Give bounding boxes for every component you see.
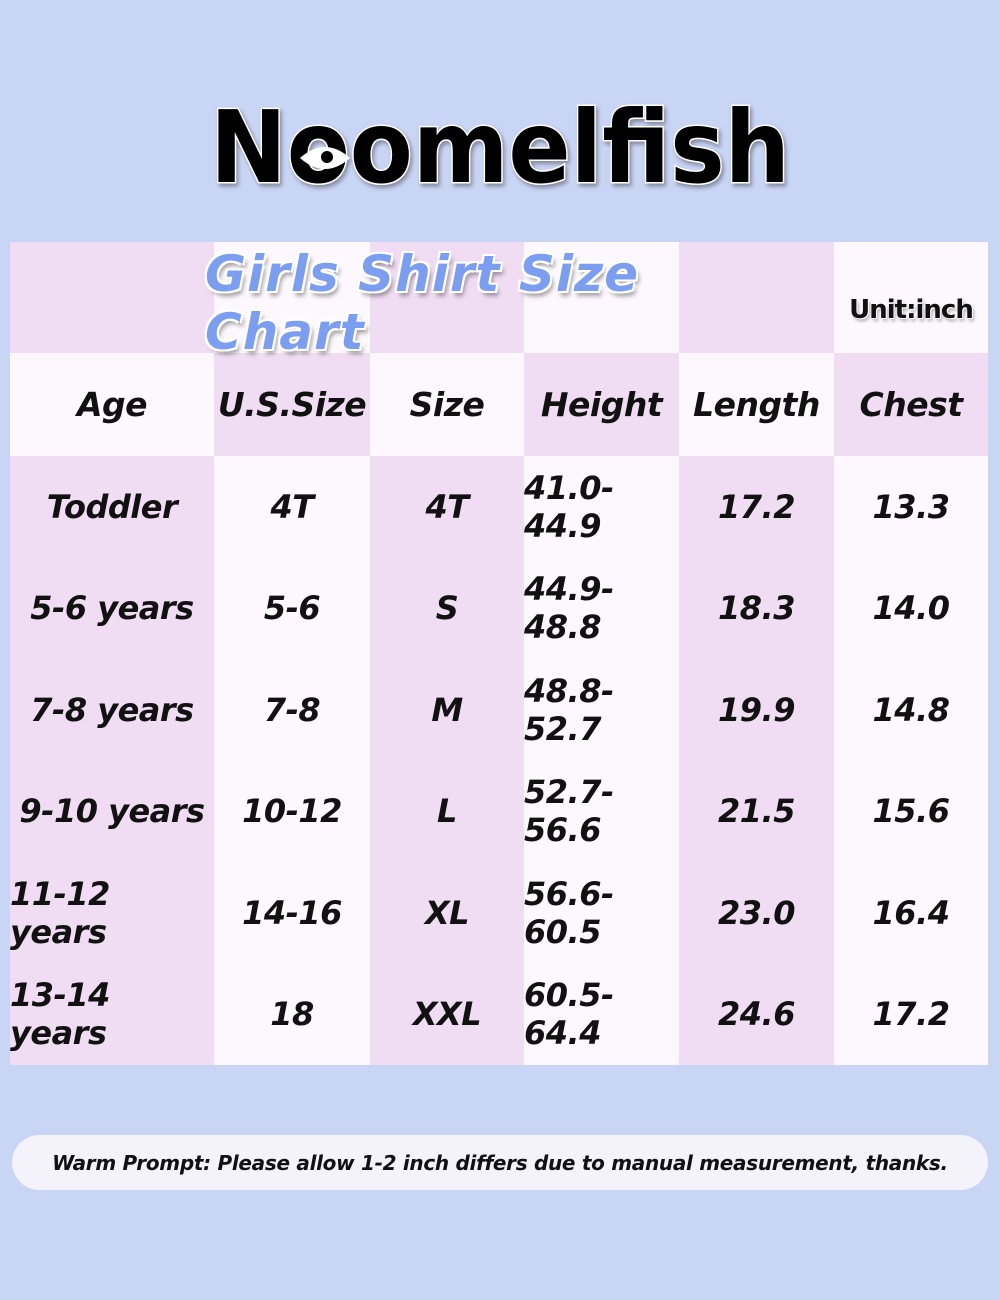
table-cell: 48.8-52.7 [524, 659, 679, 761]
fish-eye-icon [300, 147, 350, 169]
table-cell: 56.6-60.5 [524, 862, 679, 964]
table-cell: 10-12 [214, 760, 370, 862]
table-cell: Toddler [10, 456, 214, 558]
table-cell: 24.6 [679, 963, 834, 1065]
table-cell: 18 [214, 963, 370, 1065]
table-cell: 60.5-64.4 [524, 963, 679, 1065]
table-cell: 13-14 years [10, 963, 214, 1065]
chart-title: Girls Shirt Size Chart [205, 244, 640, 361]
table-cell: 23.0 [679, 862, 834, 964]
warm-prompt-note: Warm Prompt: Please allow 1-2 inch diffe… [12, 1135, 988, 1190]
table-cell: S [370, 557, 524, 659]
column-header: Size [370, 353, 524, 456]
table-cell: 15.6 [834, 760, 988, 862]
title-row-cell [10, 242, 214, 353]
table-cell: 18.3 [679, 557, 834, 659]
table-cell: 7-8 [214, 659, 370, 761]
size-chart-table: Age U.S.Size Size Height Length Chest Toddler 4… [10, 242, 988, 1065]
table-cell: 17.2 [679, 456, 834, 558]
unit-label: Unit:inch [849, 295, 974, 325]
title-row-cell [524, 242, 679, 353]
table-cell: XXL [370, 963, 524, 1065]
table-cell: 17.2 [834, 963, 988, 1065]
table-cell: 11-12 years [10, 862, 214, 964]
table-cell: 4T [370, 456, 524, 558]
table-cell: 5-6 [214, 557, 370, 659]
column-header: Length [679, 353, 834, 456]
title-row-cell [214, 242, 370, 353]
table-cell: 7-8 years [10, 659, 214, 761]
column-header: Chest [834, 353, 988, 456]
title-row-cell [834, 242, 988, 353]
table-cell: 44.9-48.8 [524, 557, 679, 659]
title-row-cell [679, 242, 834, 353]
table-cell: 52.7-56.6 [524, 760, 679, 862]
table-cell: 14.8 [834, 659, 988, 761]
table-cell: 5-6 years [10, 557, 214, 659]
table-cell: 19.9 [679, 659, 834, 761]
noomelfish-logo: Noomelfish [209, 88, 792, 208]
table-cell: 4T [214, 456, 370, 558]
table-cell: 21.5 [679, 760, 834, 862]
table-cell: 14-16 [214, 862, 370, 964]
table-cell: 16.4 [834, 862, 988, 964]
table-cell: 41.0-44.9 [524, 456, 679, 558]
table-cell: 9-10 years [10, 760, 214, 862]
table-cell: 14.0 [834, 557, 988, 659]
brand-logo: Noomelfish [205, 70, 795, 208]
column-header: Height [524, 353, 679, 456]
table-cell: XL [370, 862, 524, 964]
column-header: U.S.Size [214, 353, 370, 456]
table-cell: L [370, 760, 524, 862]
brand-name: Noomelfish [210, 89, 790, 200]
table-cell: 13.3 [834, 456, 988, 558]
table-cell: M [370, 659, 524, 761]
title-row-cell [370, 242, 524, 353]
column-header: Age [10, 353, 214, 456]
